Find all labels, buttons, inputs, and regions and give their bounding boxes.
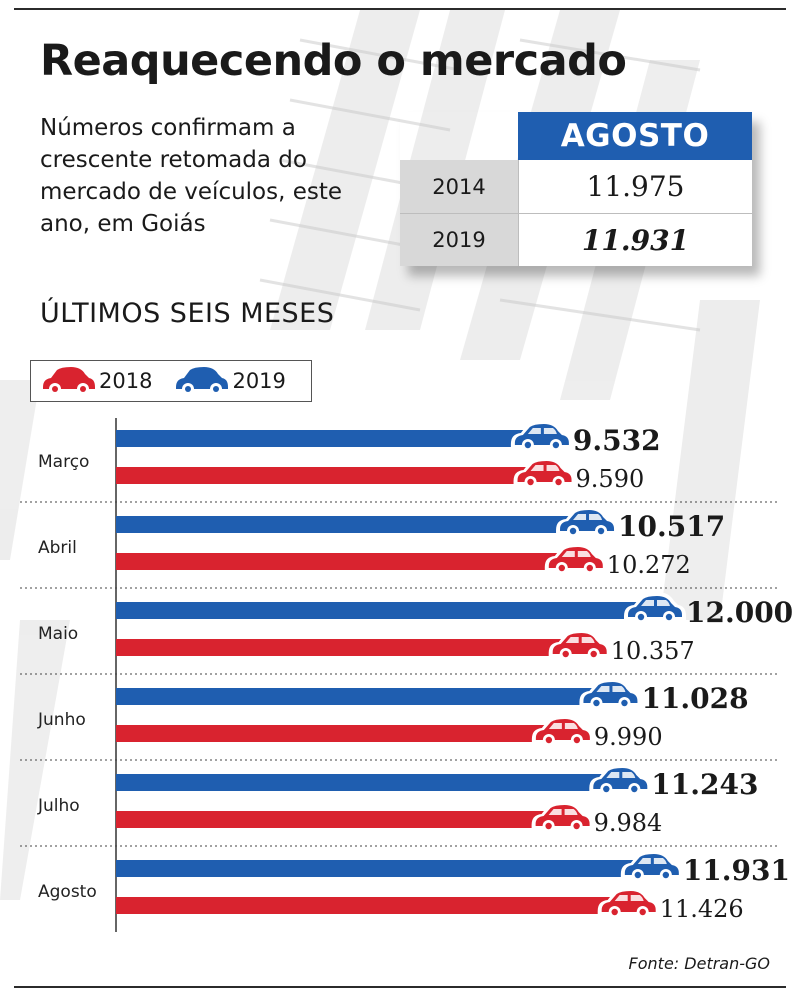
car-icon bbox=[510, 420, 573, 451]
bar bbox=[116, 639, 591, 656]
kpi-value: 11.931 bbox=[518, 214, 752, 266]
bar bbox=[116, 774, 632, 791]
category-label: Maio bbox=[38, 624, 78, 644]
data-label: 10.517 bbox=[618, 510, 725, 543]
bottom-rule bbox=[14, 986, 786, 988]
car-icon bbox=[176, 367, 229, 395]
legend: 2018 2019 bbox=[30, 360, 312, 402]
august-comparison-table: AGOSTO 2014 11.975 2019 11.931 bbox=[400, 112, 752, 266]
car-icon bbox=[620, 850, 683, 881]
bar bbox=[116, 516, 599, 533]
data-label: 10.357 bbox=[611, 637, 695, 665]
data-label: 12.000 bbox=[686, 596, 793, 629]
kpi-year: 2014 bbox=[400, 160, 518, 213]
kpi-value: 11.975 bbox=[518, 160, 752, 213]
top-rule bbox=[14, 8, 786, 10]
car-icon bbox=[624, 592, 686, 623]
data-label: 9.984 bbox=[594, 809, 663, 837]
car-icon bbox=[531, 715, 594, 746]
car-icon bbox=[589, 764, 652, 795]
car-icon bbox=[43, 367, 95, 395]
car-icon bbox=[556, 506, 619, 537]
kpi-header: AGOSTO bbox=[518, 112, 752, 160]
data-label: 11.243 bbox=[651, 768, 758, 801]
subtitle: Números confirmam a crescente retomada d… bbox=[40, 115, 343, 237]
bar-group: Junho 11.028 9.990 bbox=[20, 678, 780, 761]
bar bbox=[116, 860, 663, 877]
data-label: 9.990 bbox=[594, 723, 663, 751]
data-label: 9.532 bbox=[573, 424, 661, 457]
kpi-year: 2019 bbox=[400, 214, 518, 266]
car-icon bbox=[531, 801, 594, 832]
legend-label: 2018 bbox=[99, 369, 153, 393]
car-icon bbox=[548, 629, 611, 660]
bar bbox=[116, 553, 587, 570]
bar bbox=[116, 467, 556, 484]
source-note: Fonte: Detran-GO bbox=[628, 954, 770, 973]
bar bbox=[116, 430, 553, 447]
category-label: Agosto bbox=[38, 882, 97, 902]
category-label: Junho bbox=[37, 710, 86, 730]
car-icon bbox=[579, 678, 642, 709]
kpi-row-2019: 2019 11.931 bbox=[400, 213, 752, 266]
data-label: 10.272 bbox=[607, 551, 691, 579]
bar-group: Março 9.532 9.590 bbox=[20, 420, 780, 503]
bar bbox=[116, 602, 666, 619]
car-icon bbox=[597, 887, 660, 918]
data-label: 9.590 bbox=[576, 465, 645, 493]
bar-group: Maio 12.000 10.357 bbox=[20, 592, 793, 675]
legend-label: 2019 bbox=[232, 369, 286, 393]
page-title: Reaquecendo o mercado bbox=[40, 36, 627, 86]
bar-group: Abril 10.517 10.272 bbox=[20, 506, 780, 589]
legend-item-2019: 2019 bbox=[172, 365, 286, 397]
category-label: Março bbox=[38, 452, 89, 472]
data-label: 11.931 bbox=[683, 854, 790, 887]
data-label: 11.426 bbox=[660, 895, 744, 923]
section-title: ÚLTIMOS SEIS MESES bbox=[40, 298, 335, 329]
car-icon bbox=[544, 543, 607, 574]
bar-group: Agosto 11.931 11.426 bbox=[38, 850, 790, 923]
data-label: 11.028 bbox=[641, 682, 748, 715]
bar bbox=[116, 725, 574, 742]
bar-group: Julho 11.243 9.984 bbox=[20, 764, 780, 847]
kpi-row-2014: 2014 11.975 bbox=[400, 160, 752, 213]
category-label: Julho bbox=[37, 796, 80, 816]
category-label: Abril bbox=[38, 538, 77, 558]
bar bbox=[116, 811, 574, 828]
bar bbox=[116, 897, 640, 914]
bar bbox=[116, 688, 622, 705]
car-icon bbox=[513, 457, 576, 488]
legend-item-2018: 2018 bbox=[39, 365, 152, 397]
